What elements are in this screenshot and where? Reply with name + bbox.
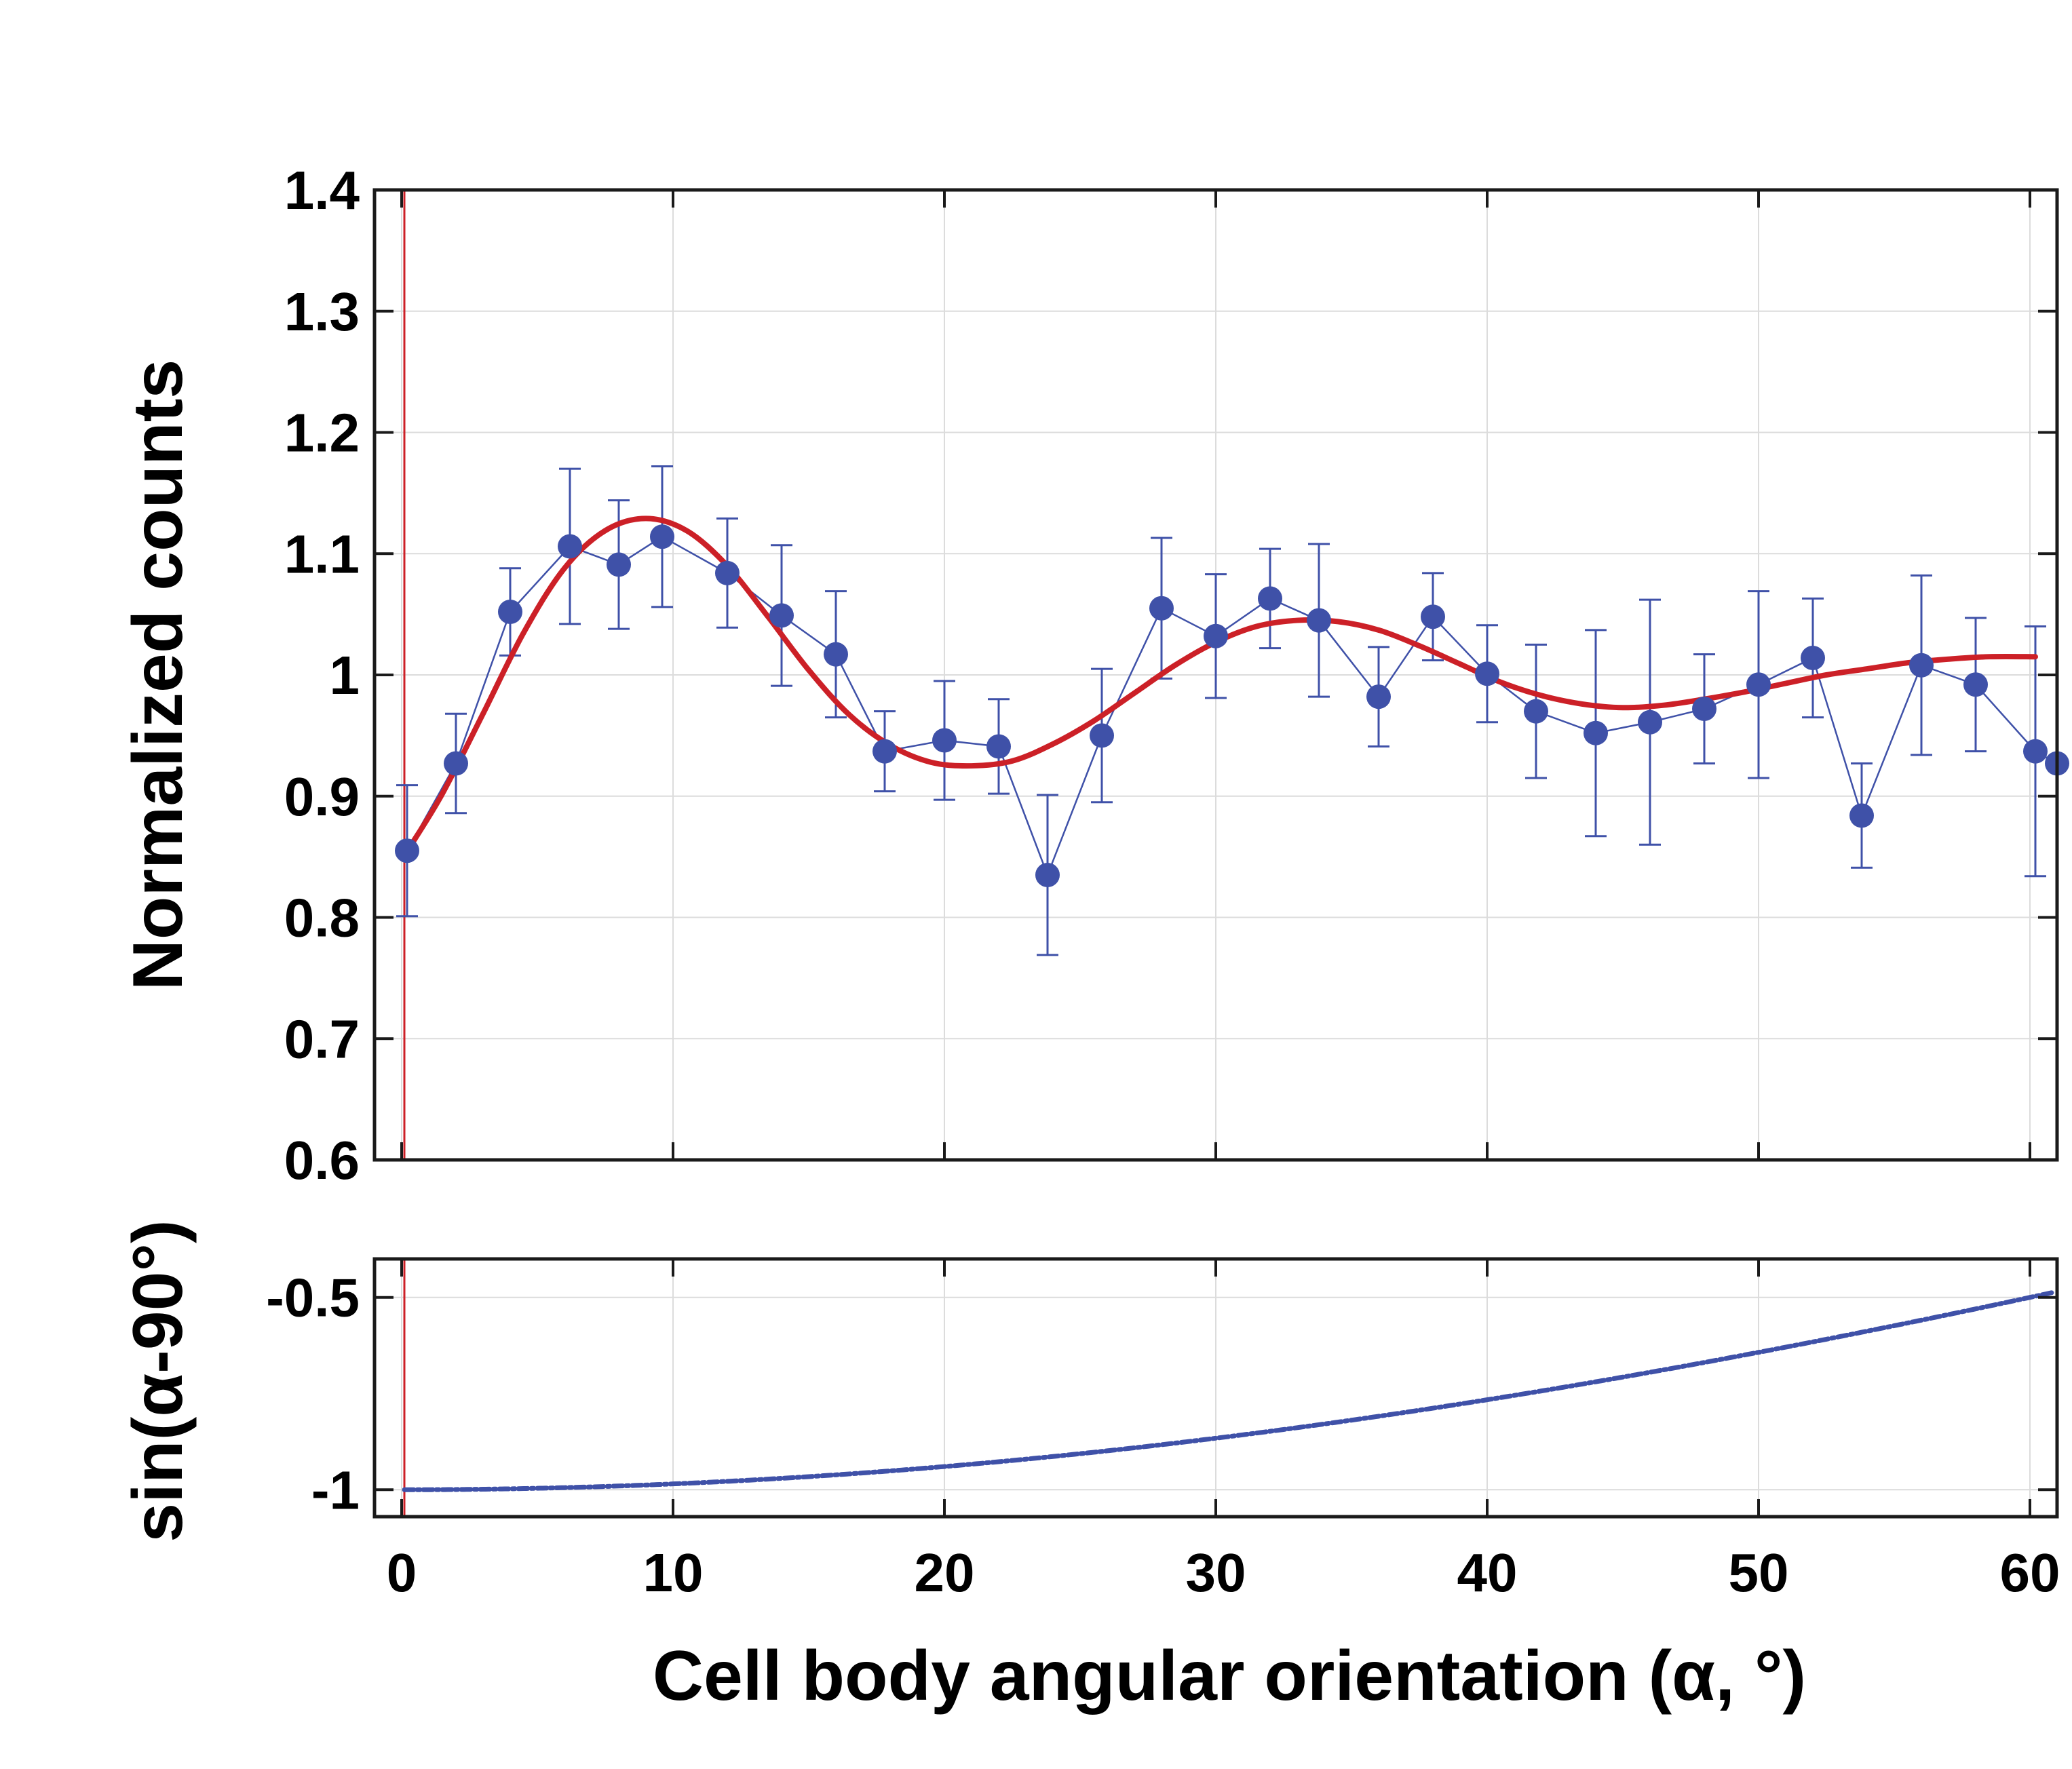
x-tick-label: 40 bbox=[1457, 1542, 1518, 1603]
fit-curve bbox=[407, 516, 2038, 850]
bottom-y-tick-label: -1 bbox=[311, 1460, 360, 1520]
x-tick-label: 20 bbox=[915, 1542, 975, 1603]
data-point bbox=[872, 739, 897, 764]
data-point bbox=[1258, 586, 1282, 611]
data-point bbox=[2023, 739, 2048, 764]
x-tick-labels: 0 10 20 30 40 50 60 bbox=[387, 1542, 2060, 1603]
data-point bbox=[715, 560, 740, 585]
data-point bbox=[824, 642, 848, 667]
x-axis-label: Cell body angular orientation (α, °) bbox=[653, 1637, 1806, 1715]
data-point bbox=[1204, 623, 1228, 648]
data-point bbox=[1746, 672, 1771, 697]
bottom-y-tick-labels: -0.5 -1 bbox=[266, 1268, 360, 1521]
top-y-tick-label: 0.7 bbox=[284, 1009, 360, 1069]
bottom-ticks bbox=[375, 1259, 2057, 1517]
data-point bbox=[1149, 596, 1174, 621]
bottom-y-tick-label: -0.5 bbox=[266, 1268, 360, 1328]
top-plot-frame bbox=[372, 188, 2059, 1162]
top-y-tick-label: 1 bbox=[330, 645, 360, 705]
data-point bbox=[1849, 803, 1874, 828]
top-y-tick-label: 1.2 bbox=[284, 403, 360, 463]
data-point bbox=[769, 603, 794, 628]
data-point bbox=[932, 728, 957, 753]
x-tick-label: 10 bbox=[643, 1542, 704, 1603]
top-y-tick-label: 0.9 bbox=[284, 766, 360, 827]
top-y-tick-label: 1.4 bbox=[284, 160, 360, 220]
data-point bbox=[1909, 653, 1934, 678]
top-y-tick-label: 0.6 bbox=[284, 1130, 360, 1190]
top-y-tick-labels: 0.6 0.7 0.8 0.9 1 1.1 1.2 1.3 1.4 bbox=[284, 160, 360, 1190]
x-tick-label: 30 bbox=[1186, 1542, 1246, 1603]
top-fit-curve bbox=[407, 516, 2038, 850]
top-panel: 0.6 0.7 0.8 0.9 1 1.1 1.2 1.3 1.4 Normalized cou… bbox=[119, 160, 2069, 1190]
data-point bbox=[1366, 684, 1391, 709]
top-error-bars bbox=[396, 465, 2046, 956]
data-point bbox=[1638, 709, 1662, 735]
bottom-grid bbox=[375, 1259, 2057, 1517]
bottom-y-axis-label: sin(α-90°) bbox=[119, 1220, 197, 1542]
data-point bbox=[1421, 604, 1445, 629]
bottom-sine-curve bbox=[402, 1289, 2057, 1492]
top-y-axis-label: Normalized counts bbox=[119, 359, 197, 990]
top-data-points bbox=[395, 524, 2069, 887]
x-tick-label: 50 bbox=[1729, 1542, 1789, 1603]
x-tick-label: 60 bbox=[2000, 1542, 2060, 1603]
data-point bbox=[1035, 862, 1060, 887]
top-ticks bbox=[375, 189, 2057, 1161]
data-point bbox=[498, 600, 522, 625]
data-point bbox=[1801, 645, 1825, 670]
data-point bbox=[558, 534, 582, 559]
top-y-tick-label: 1.3 bbox=[284, 281, 360, 342]
data-point bbox=[1963, 672, 1988, 697]
data-point bbox=[1524, 699, 1548, 724]
data-point bbox=[444, 751, 468, 776]
top-data-line bbox=[406, 535, 2058, 878]
top-y-tick-label: 0.8 bbox=[284, 888, 360, 948]
data-point bbox=[1307, 608, 1331, 633]
data-point bbox=[1090, 723, 1114, 748]
data-point bbox=[650, 524, 674, 549]
bottom-plot-frame bbox=[372, 1257, 2059, 1519]
data-connecting-line bbox=[406, 535, 2058, 878]
data-point bbox=[1692, 697, 1716, 722]
data-point bbox=[1475, 661, 1499, 686]
sine-curve bbox=[402, 1289, 2057, 1492]
data-point bbox=[986, 734, 1011, 759]
bottom-panel: -0.5 -1 0 10 20 30 40 50 60 sin(α-90°) Cell bod… bbox=[119, 1220, 2060, 1715]
data-point bbox=[1584, 720, 1608, 745]
data-point bbox=[395, 838, 419, 863]
x-tick-label: 0 bbox=[387, 1542, 417, 1603]
data-point bbox=[607, 552, 631, 577]
top-y-tick-label: 1.1 bbox=[284, 524, 360, 584]
